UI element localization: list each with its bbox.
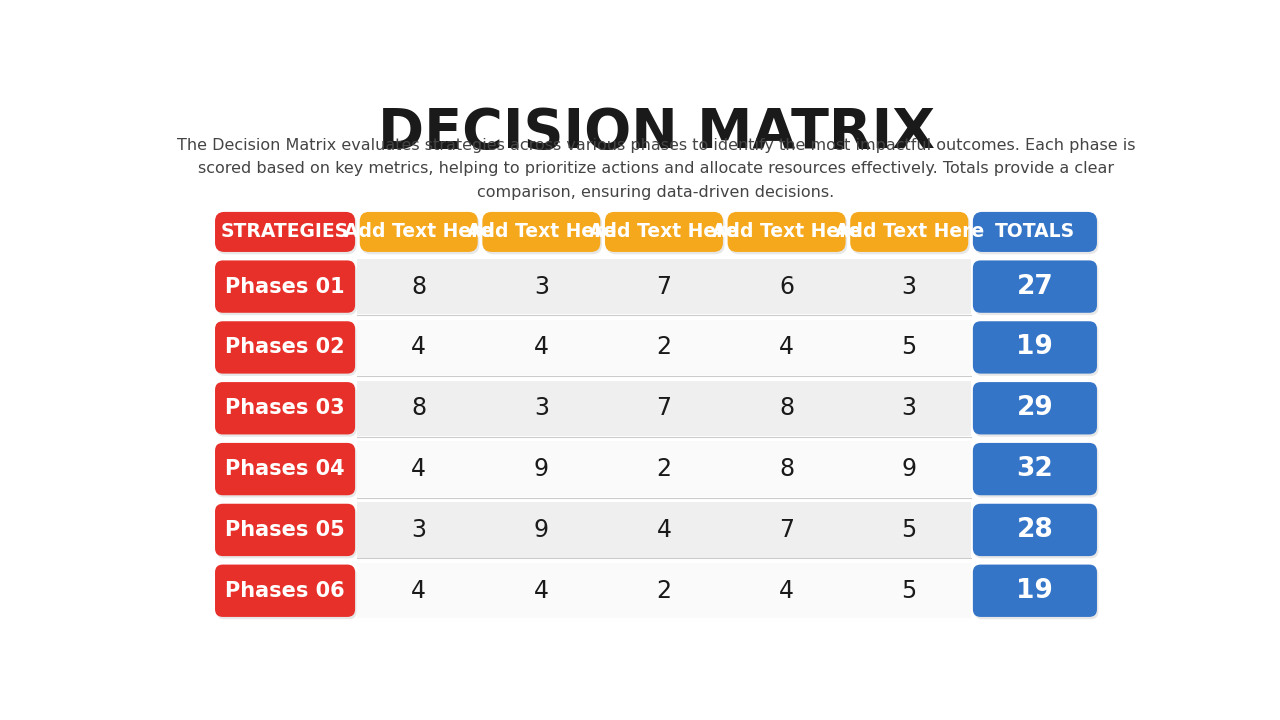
Text: 4: 4 [411,457,426,481]
FancyBboxPatch shape [215,564,355,617]
Text: 32: 32 [1016,456,1053,482]
Text: DECISION MATRIX: DECISION MATRIX [378,106,934,160]
FancyBboxPatch shape [216,384,357,437]
Text: Phases 02: Phases 02 [225,338,344,357]
Text: 4: 4 [534,579,549,603]
FancyBboxPatch shape [215,321,355,374]
FancyBboxPatch shape [216,506,357,559]
FancyBboxPatch shape [850,212,968,252]
Text: The Decision Matrix evaluates strategies across various phases to identify the m: The Decision Matrix evaluates strategies… [177,138,1135,199]
Text: 19: 19 [1016,577,1053,604]
Text: 4: 4 [411,579,426,603]
Text: 3: 3 [534,396,549,420]
FancyBboxPatch shape [974,506,1098,559]
Text: TOTALS: TOTALS [995,222,1075,241]
Text: 3: 3 [534,274,549,299]
Text: Add Text Here: Add Text Here [467,222,616,241]
Text: 28: 28 [1016,517,1053,543]
FancyBboxPatch shape [216,323,357,376]
FancyBboxPatch shape [973,212,1097,252]
FancyBboxPatch shape [974,384,1098,437]
Text: 5: 5 [901,336,916,359]
Text: Phases 03: Phases 03 [225,398,344,418]
FancyBboxPatch shape [215,212,355,252]
FancyBboxPatch shape [483,212,600,252]
Text: Phases 05: Phases 05 [225,520,344,540]
FancyBboxPatch shape [973,382,1097,434]
Bar [357,320,970,375]
Text: 8: 8 [780,457,794,481]
Text: Phases 01: Phases 01 [225,276,344,297]
Text: 19: 19 [1016,334,1053,361]
FancyBboxPatch shape [973,443,1097,495]
Text: 2: 2 [657,457,672,481]
FancyBboxPatch shape [215,504,355,556]
Text: Add Text Here: Add Text Here [712,222,861,241]
Bar [357,503,970,557]
Text: 8: 8 [411,274,426,299]
FancyBboxPatch shape [216,263,357,315]
Text: 4: 4 [411,336,426,359]
Text: 3: 3 [901,274,916,299]
Text: Add Text Here: Add Text Here [589,222,739,241]
Text: 4: 4 [780,579,794,603]
FancyBboxPatch shape [974,215,1098,254]
FancyBboxPatch shape [973,504,1097,556]
FancyBboxPatch shape [973,564,1097,617]
FancyBboxPatch shape [851,215,970,254]
Bar [357,441,970,497]
Text: 6: 6 [780,274,794,299]
Text: 8: 8 [411,396,426,420]
Text: 2: 2 [657,336,672,359]
Text: 5: 5 [901,518,916,542]
Text: 4: 4 [534,336,549,359]
Bar [357,563,970,618]
FancyBboxPatch shape [216,567,357,619]
Text: 3: 3 [411,518,426,542]
FancyBboxPatch shape [974,445,1098,498]
Text: 9: 9 [534,518,549,542]
Text: STRATEGIES: STRATEGIES [221,222,349,241]
Text: Phases 04: Phases 04 [225,459,344,479]
FancyBboxPatch shape [974,323,1098,376]
Bar [357,259,970,315]
FancyBboxPatch shape [973,261,1097,312]
Text: Add Text Here: Add Text Here [835,222,984,241]
FancyBboxPatch shape [215,382,355,434]
FancyBboxPatch shape [360,212,477,252]
FancyBboxPatch shape [215,443,355,495]
Text: 9: 9 [901,457,916,481]
FancyBboxPatch shape [361,215,479,254]
Text: 7: 7 [780,518,794,542]
FancyBboxPatch shape [973,321,1097,374]
FancyBboxPatch shape [605,212,723,252]
FancyBboxPatch shape [607,215,724,254]
Text: 2: 2 [657,579,672,603]
Text: 4: 4 [780,336,794,359]
FancyBboxPatch shape [974,567,1098,619]
FancyBboxPatch shape [216,215,357,254]
FancyBboxPatch shape [484,215,602,254]
Bar [357,381,970,436]
Text: 9: 9 [534,457,549,481]
FancyBboxPatch shape [727,212,846,252]
FancyBboxPatch shape [216,445,357,498]
FancyBboxPatch shape [215,261,355,312]
FancyBboxPatch shape [730,215,847,254]
Text: 29: 29 [1016,395,1053,421]
Text: Phases 06: Phases 06 [225,581,344,600]
Text: 7: 7 [657,396,672,420]
Text: 5: 5 [901,579,916,603]
Text: 27: 27 [1016,274,1053,300]
Text: Add Text Here: Add Text Here [344,222,493,241]
Text: 4: 4 [657,518,672,542]
FancyBboxPatch shape [974,263,1098,315]
Text: 8: 8 [780,396,794,420]
Text: 3: 3 [901,396,916,420]
Text: 7: 7 [657,274,672,299]
